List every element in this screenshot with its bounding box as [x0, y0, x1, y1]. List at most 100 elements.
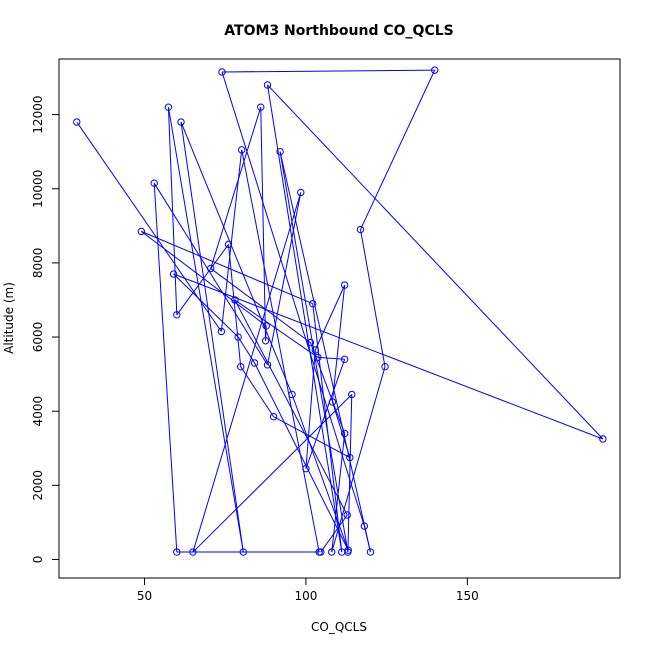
- data-point: [288, 390, 296, 399]
- series-segment: [141, 230, 313, 305]
- y-axis: 0 2000 4000 6000 8000 10000 12000: [31, 96, 60, 563]
- x-tick-label: 150: [456, 589, 479, 603]
- y-axis-label: Altitude (m): [2, 282, 16, 354]
- data-point: [224, 240, 233, 249]
- data-point: [346, 453, 354, 462]
- series-segment: [279, 151, 371, 553]
- series-segment: [314, 284, 346, 351]
- series-segment: [305, 359, 346, 469]
- y-tick-label: 12000: [31, 96, 45, 134]
- data-point: [189, 548, 197, 556]
- data-point: [348, 390, 356, 399]
- data-point: [73, 118, 81, 126]
- series-segment: [241, 149, 320, 553]
- data-point: [262, 322, 270, 330]
- series-segment: [331, 401, 351, 458]
- data-point: [314, 353, 322, 362]
- series-segment: [234, 299, 319, 358]
- chart-title: ATOM3 Northbound CO_QCLS: [224, 23, 453, 39]
- x-axis: 50 100 150: [137, 577, 479, 603]
- series-segment: [227, 244, 242, 367]
- data-point: [218, 68, 226, 76]
- series-segment: [221, 71, 365, 527]
- data-point: [309, 299, 317, 308]
- series-segment: [192, 192, 302, 553]
- series-segment: [320, 514, 348, 553]
- data-point: [263, 361, 272, 369]
- data-point: [217, 327, 226, 336]
- data-point: [177, 118, 185, 126]
- series-segment: [153, 183, 178, 553]
- data-point: [306, 338, 315, 347]
- data-point: [344, 546, 352, 554]
- data-point: [261, 337, 270, 345]
- series-segment: [267, 84, 604, 440]
- series-segment: [267, 192, 302, 365]
- series-segment: [347, 394, 353, 553]
- data-point: [431, 66, 439, 74]
- series-segment: [180, 121, 293, 395]
- data-point: [297, 188, 305, 197]
- series-segment: [180, 121, 244, 553]
- series-segment: [167, 107, 178, 315]
- series-segment: [317, 356, 345, 360]
- series-segment: [305, 349, 316, 469]
- series-segment: [291, 394, 349, 551]
- data-point: [173, 548, 181, 556]
- series-segment: [234, 299, 348, 516]
- data-point: [263, 81, 272, 89]
- data-point: [237, 362, 245, 371]
- data-point: [328, 398, 337, 406]
- data-point: [276, 147, 284, 156]
- data-point: [173, 311, 181, 319]
- x-tick-label: 50: [137, 589, 152, 603]
- series-segment: [176, 244, 229, 316]
- data-point: [302, 464, 310, 473]
- data-point: [360, 522, 369, 530]
- data-point: [328, 548, 336, 556]
- data-point: [599, 435, 607, 443]
- series-segment: [210, 268, 311, 343]
- data-point: [311, 346, 319, 354]
- data-point: [250, 359, 259, 367]
- data-point: [340, 355, 349, 363]
- series-segment: [265, 325, 267, 341]
- series-segment: [331, 366, 386, 553]
- data-point: [338, 548, 346, 556]
- data-point: [356, 225, 365, 234]
- series-segment: [240, 366, 275, 418]
- y-tick-label: 4000: [31, 396, 45, 427]
- data-point: [340, 281, 349, 289]
- series-segment: [273, 416, 351, 458]
- data-point: [231, 296, 239, 304]
- y-tick-label: 2000: [31, 470, 45, 501]
- series-segment: [309, 342, 346, 434]
- series-segment: [173, 273, 239, 338]
- data-point: [340, 429, 349, 438]
- series-segment: [173, 273, 604, 440]
- data-point: [150, 179, 158, 187]
- x-axis-label: CO_QCLS: [311, 620, 367, 634]
- y-tick-label: 6000: [31, 322, 45, 353]
- series-segment: [363, 525, 371, 553]
- x-tick-label: 100: [294, 589, 317, 603]
- y-tick-label: 8000: [31, 248, 45, 279]
- series-segment: [359, 229, 386, 367]
- series-segment: [331, 285, 346, 402]
- series-segment: [312, 303, 343, 553]
- y-tick-label: 10000: [31, 170, 45, 208]
- data-point: [257, 103, 265, 111]
- series-segment: [254, 362, 349, 551]
- series-segment: [222, 69, 435, 73]
- series-points: [73, 66, 607, 556]
- series-segment: [260, 107, 267, 341]
- series-segment: [267, 84, 343, 553]
- data-point: [343, 511, 351, 519]
- data-point: [137, 227, 146, 236]
- series-segment: [360, 69, 436, 230]
- data-point: [366, 548, 375, 556]
- data-point: [269, 413, 278, 421]
- data-point: [239, 548, 248, 556]
- series-segment: [153, 182, 268, 366]
